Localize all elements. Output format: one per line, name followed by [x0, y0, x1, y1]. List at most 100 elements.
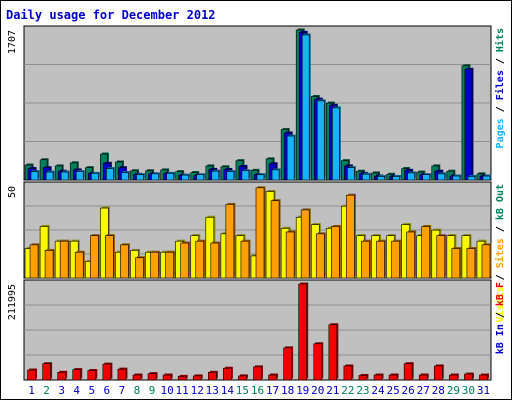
- bar-hits-pages: [211, 170, 220, 181]
- bar-visits-sites: [89, 235, 99, 279]
- bar-visits-sites: [436, 235, 446, 279]
- day-label: 10: [160, 384, 173, 397]
- bar-visits-sites: [315, 233, 325, 279]
- bar-visits-sites: [466, 248, 476, 279]
- bar-kb-kb-f: [343, 365, 353, 381]
- bar-kb-kb-f: [192, 375, 202, 381]
- bar-hits-pages: [90, 173, 99, 181]
- legend-entry: /: [495, 306, 506, 324]
- bar-hits-pages: [316, 100, 325, 181]
- bar-visits-sites: [481, 244, 491, 279]
- bar-visits-sites: [59, 240, 69, 279]
- bar-hits-pages: [271, 169, 280, 181]
- day-label: 19: [296, 384, 309, 397]
- day-label: 11: [176, 384, 189, 397]
- bar-hits-pages: [332, 107, 340, 181]
- panel-hits: 1707 Pages / Files / Hits: [7, 25, 506, 181]
- day-label: 21: [326, 384, 339, 397]
- day-label: 29: [447, 384, 460, 397]
- bar-kb-kb-f: [162, 374, 172, 381]
- bar-hits-pages: [30, 171, 39, 181]
- day-label: 16: [251, 384, 264, 397]
- day-label: 13: [206, 384, 219, 397]
- bar-hits-pages: [301, 34, 310, 181]
- bar-hits-pages: [136, 174, 144, 181]
- bar-hits-pages: [347, 167, 355, 181]
- bar-visits-sites: [285, 231, 295, 279]
- bar-kb-kb-f: [177, 376, 187, 381]
- panel-kb: 211995 kB In / kB F: [7, 279, 506, 381]
- bar-hits-pages: [422, 174, 431, 181]
- bar-kb-kb-f: [102, 363, 112, 381]
- day-label: 23: [356, 384, 369, 397]
- legend-visits: Visits / Sites / kB Out: [494, 184, 506, 322]
- bar-visits-sites: [74, 251, 84, 279]
- bar-hits-pages: [75, 171, 84, 181]
- bar-kb-kb-f: [358, 375, 368, 381]
- bar-kb-kb-f: [403, 363, 413, 381]
- legend-entry: Sites: [494, 238, 506, 268]
- bar-kb-kb-f: [117, 368, 127, 381]
- bar-visits-sites: [225, 204, 235, 279]
- bar-visits-sites: [300, 209, 310, 279]
- bar-kb-kb-f: [238, 375, 247, 381]
- bar-kb-kb-f: [268, 374, 277, 381]
- legend-entry: Files: [494, 70, 506, 100]
- bar-hits-pages: [121, 172, 129, 181]
- bar-kb-kb-f: [72, 369, 82, 381]
- bar-hits-pages: [392, 176, 400, 181]
- legend-entry: /: [495, 268, 506, 286]
- bar-visits-sites: [105, 235, 114, 279]
- day-label: 18: [281, 384, 294, 397]
- day-label: 6: [104, 384, 111, 397]
- bar-visits-sites: [240, 240, 250, 279]
- chart-panels: 1707 Pages / Files / Hits 50 Visits / Sites…: [7, 25, 506, 381]
- bar-kb-kb-f: [223, 367, 232, 381]
- bar-kb-kb-f: [42, 363, 51, 381]
- bar-kb-kb-f: [313, 343, 323, 381]
- bar-hits-pages: [196, 174, 205, 181]
- bar-kb-kb-f: [433, 365, 443, 381]
- bar-kb-kb-f: [27, 369, 36, 381]
- bar-kb-kb-f: [208, 372, 217, 381]
- legend-entry: kB Out: [495, 184, 506, 220]
- bar-hits-pages: [377, 176, 385, 181]
- day-label: 3: [58, 384, 65, 397]
- day-label: 31: [477, 384, 490, 397]
- bar-visits-sites: [195, 240, 205, 279]
- bar-visits-sites: [44, 250, 54, 279]
- bar-visits-sites: [361, 240, 370, 279]
- bar-kb-kb-f: [87, 370, 97, 381]
- day-label: 7: [119, 384, 126, 397]
- day-label: 14: [221, 384, 235, 397]
- bar-visits-sites: [376, 240, 385, 279]
- day-label: 5: [88, 384, 95, 397]
- bar-visits-sites: [421, 226, 431, 279]
- bar-hits-pages: [181, 174, 189, 181]
- bar-kb-kb-f: [328, 324, 338, 381]
- legend-entry: kB In: [495, 324, 506, 354]
- bar-hits-pages: [106, 168, 114, 181]
- day-label: 17: [266, 384, 279, 397]
- legend-entry: /: [495, 220, 506, 238]
- bar-kb-kb-f: [253, 366, 262, 381]
- day-label: 9: [149, 384, 156, 397]
- bar-kb-kb-f: [57, 372, 66, 381]
- bar-visits-sites: [406, 231, 415, 279]
- day-label: 15: [236, 384, 249, 397]
- bar-hits-files: [464, 68, 473, 181]
- bar-visits-sites: [135, 257, 144, 279]
- day-label: 28: [432, 384, 445, 397]
- day-label: 1: [28, 384, 35, 397]
- bar-visits-sites: [451, 248, 461, 279]
- bar-kb-kb-f: [479, 374, 488, 381]
- bar-hits-pages: [45, 171, 54, 181]
- day-label: 27: [417, 384, 430, 397]
- bar-visits-sites: [150, 251, 159, 279]
- bar-hits-pages: [60, 171, 69, 181]
- day-label: 4: [73, 384, 80, 397]
- bar-hits-pages: [407, 172, 415, 181]
- legend-entry: kB F: [495, 282, 506, 306]
- day-label: 20: [311, 384, 324, 397]
